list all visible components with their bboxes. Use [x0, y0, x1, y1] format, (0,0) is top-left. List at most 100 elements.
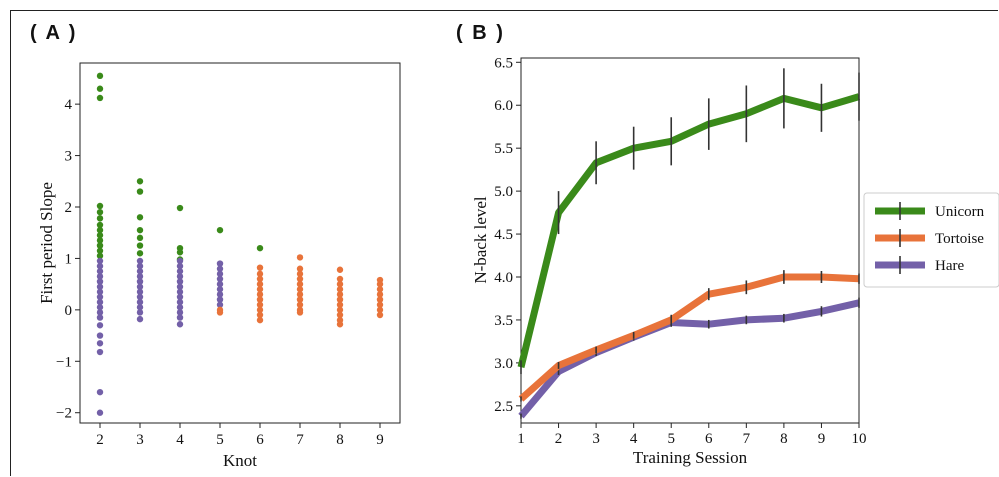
scatter-point-green [96, 232, 104, 239]
scatter-point-purple [96, 288, 104, 296]
scatter-point-purple [96, 340, 104, 347]
scatter-point-orange [256, 286, 264, 293]
scatter-point-green [96, 72, 104, 80]
scatter-point-green [136, 234, 144, 242]
scatter-point-orange [296, 286, 304, 293]
scatter-point-orange [256, 291, 264, 298]
scatter-point-orange [296, 301, 304, 308]
scatter-point-purple [96, 304, 104, 311]
scatter-point-orange [296, 296, 304, 303]
scatter-point-purple [96, 409, 104, 416]
scatter-point-orange [296, 275, 304, 283]
scatter-y-tick-label: −1 [56, 354, 72, 370]
scatter-point-green [96, 252, 104, 260]
scatter-point-orange [376, 280, 384, 288]
scatter-point-orange [296, 291, 304, 298]
scatter-point-purple [96, 257, 104, 265]
scatter-point-orange [336, 286, 344, 293]
scatter-point-orange [296, 254, 304, 261]
scatter-point-purple [136, 293, 144, 301]
scatter-point-orange [256, 306, 264, 314]
scatter-point-green [256, 244, 264, 252]
scatter-point-orange [336, 280, 344, 288]
scatter-point-purple [176, 314, 184, 321]
scatter-point-purple [136, 304, 144, 311]
scatter-point-orange [336, 275, 344, 283]
scatter-point-orange [256, 301, 264, 308]
scatter-point-orange [376, 301, 384, 308]
scatter-point-orange [336, 321, 344, 328]
scatter-point-purple [176, 321, 184, 328]
scatter-point-purple [176, 278, 184, 285]
scatter-point-orange [296, 309, 304, 316]
scatter-x-axis-label: Knot [223, 451, 257, 470]
scatter-point-green [216, 226, 224, 234]
scatter-point-purple [176, 268, 184, 275]
scatter-point-purple [176, 309, 184, 316]
scatter-x-tick-label: 3 [136, 432, 144, 448]
scatter-point-orange [216, 309, 224, 316]
scatter-point-purple [96, 348, 104, 356]
panel-a-label: ( A ) [30, 22, 78, 44]
scatter-point-purple [216, 286, 224, 293]
scatter-point-purple [176, 288, 184, 296]
scatter-point-green [176, 249, 184, 256]
scatter-point-purple [216, 275, 224, 283]
scatter-x-tick-label: 4 [176, 432, 184, 448]
scatter-point-orange [376, 311, 384, 319]
scatter-point-purple [176, 293, 184, 301]
scatter-point-green [96, 226, 104, 234]
scatter-point-purple [96, 283, 104, 290]
scatter-point-orange [336, 296, 344, 303]
scatter-point-green [96, 85, 104, 92]
scatter-point-orange [376, 296, 384, 303]
scatter-point-orange [256, 270, 264, 278]
scatter-point-purple [136, 283, 144, 290]
scatter-point-purple [136, 257, 144, 265]
scatter-point-purple [96, 278, 104, 285]
scatter-point-purple [136, 273, 144, 280]
scatter-point-orange [296, 270, 304, 278]
scatter-point-purple [176, 283, 184, 290]
scatter-point-purple [176, 273, 184, 280]
scatter-point-purple [176, 257, 184, 265]
scatter-point-green [136, 188, 144, 195]
scatter-point-purple [136, 268, 144, 275]
figure-frame [10, 10, 998, 476]
scatter-point-orange [296, 265, 304, 272]
scatter-x-tick-label: 7 [296, 432, 304, 448]
scatter-point-purple [216, 265, 224, 272]
scatter-point-green [96, 237, 104, 244]
scatter-point-purple [136, 288, 144, 296]
panel-b-label: ( B ) [456, 22, 505, 44]
scatter-point-purple [96, 268, 104, 275]
scatter-point-purple [136, 309, 144, 316]
scatter-point-orange [256, 296, 264, 303]
scatter-x-tick-label: 6 [256, 432, 264, 448]
scatter-point-purple [136, 278, 144, 285]
scatter-point-orange [376, 306, 384, 314]
scatter-point-purple [216, 301, 224, 308]
scatter-point-green [136, 178, 144, 185]
scatter-y-axis-label: First period Slope [37, 182, 56, 304]
scatter-point-green [96, 221, 104, 229]
scatter-point-green [96, 208, 104, 216]
scatter-x-tick-label: 5 [216, 432, 224, 448]
scatter-point-orange [296, 280, 304, 288]
scatter-point-purple [176, 262, 184, 270]
scatter-y-tick-label: 3 [65, 149, 73, 165]
scatter-point-purple [216, 270, 224, 278]
scatter-point-orange [336, 301, 344, 308]
scatter-x-tick-label: 8 [336, 432, 344, 448]
scatter-point-purple [216, 291, 224, 298]
scatter-point-purple [136, 315, 144, 323]
scatter-point-orange [336, 306, 344, 314]
scatter-point-orange [336, 291, 344, 298]
scatter-point-green [96, 247, 104, 254]
scatter-point-orange [336, 266, 344, 273]
scatter-point-green [136, 250, 144, 257]
scatter-point-purple [96, 322, 104, 329]
scatter-point-green [136, 242, 144, 249]
scatter-y-tick-label: 2 [65, 200, 73, 216]
